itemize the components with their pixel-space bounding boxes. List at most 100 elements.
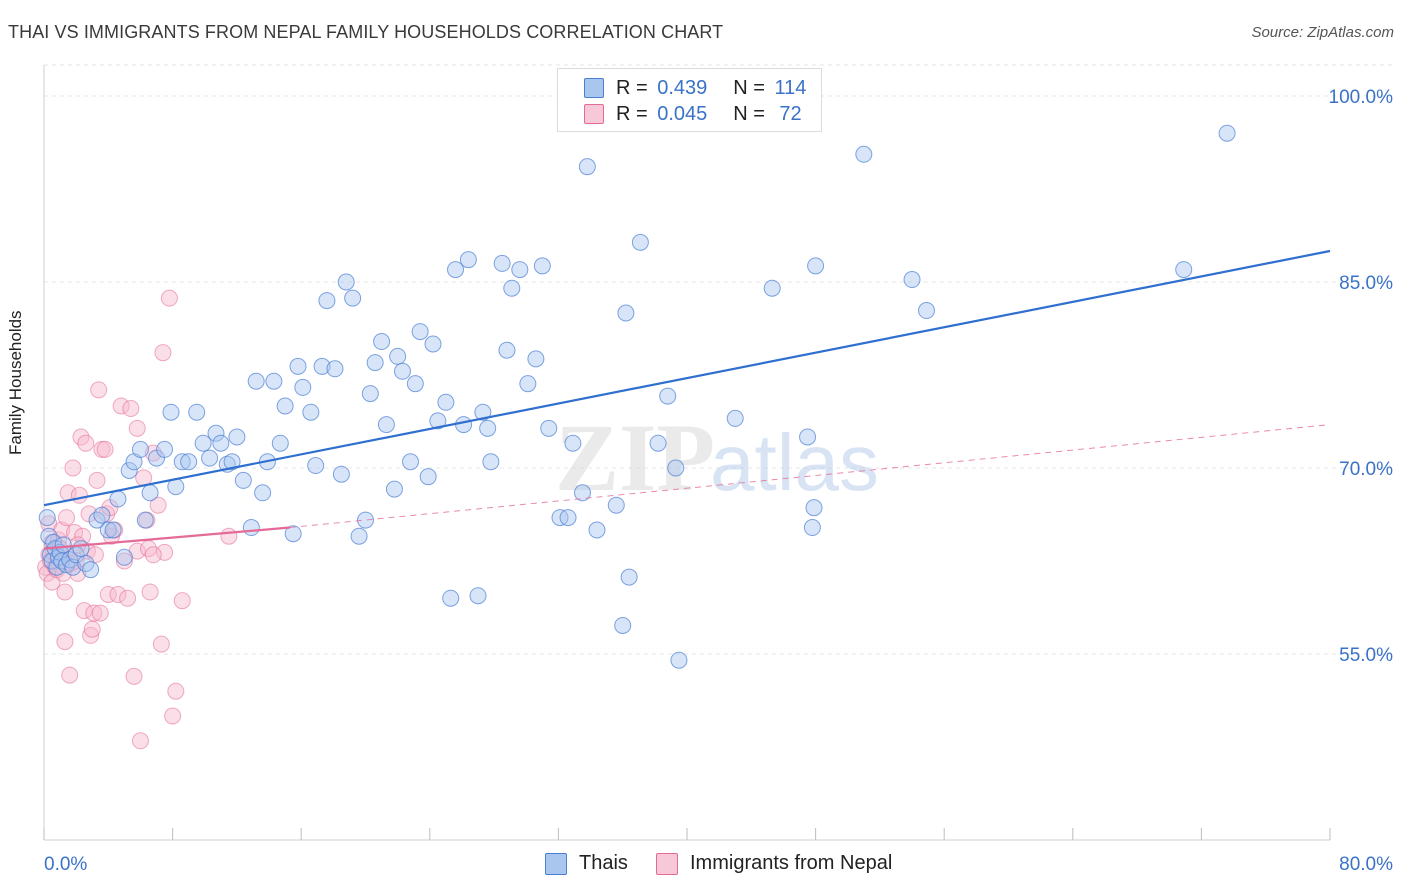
thais-point [385,480,403,498]
nepal-point [149,496,167,514]
legend-label-nepal: Immigrants from Nepal [690,852,893,874]
thais-point [803,519,821,537]
thais-point [326,360,344,378]
nepal-point [164,707,182,725]
n-label: N = [733,76,765,99]
y-tick-label: 100.0% [1329,87,1394,108]
thais-point [99,521,117,539]
thais-point [578,158,596,176]
nepal-point [77,434,95,452]
thais-point [482,453,500,471]
nepal-point [144,546,162,564]
thais-point [437,393,455,411]
axes [43,65,1331,841]
thais-point [212,434,230,452]
thais-point [659,387,677,405]
thais-point [265,372,283,390]
thais-point [254,484,272,502]
nepal-point [83,620,101,638]
nepal-point [128,419,146,437]
tick-labels: 55.0% 70.0% 85.0% 100.0% 0.0% 80.0% [44,87,1393,875]
thais-point [294,378,312,396]
nepal-point [167,682,185,700]
thais-point [649,434,667,452]
thais-point [617,304,635,322]
thais-point [564,434,582,452]
thais-point [479,419,497,437]
nepal-point [125,667,143,685]
nepal-point [156,543,174,561]
thais-point [207,424,225,442]
nepal-point [152,635,170,653]
nepal-point [154,344,172,362]
source-label: Source: ZipAtlas.com [1251,24,1394,41]
thais-point [162,403,180,421]
r-label: R = [616,102,648,125]
thais-point [574,484,592,502]
n-value: 114 [774,76,807,99]
watermark: ZIP atlas [555,404,879,511]
nepal-point [115,552,133,570]
x-tick-label-max: 80.0% [1339,854,1393,875]
thais-point [533,257,551,275]
n-value: 72 [779,102,802,125]
nepal-point [131,732,149,750]
nepal-point [119,589,137,607]
thais-point [511,261,529,279]
thais-point [424,335,442,353]
thais-point [38,509,56,527]
nepal-point [56,633,74,651]
legend-swatch-nepal [584,104,604,124]
thais-point [201,449,219,467]
nepal-point [90,381,108,399]
thais-point [223,453,241,471]
thais-point [519,375,537,393]
watermark-atlas: atlas [710,418,879,507]
thais-point [173,453,191,471]
nepal-point [160,289,178,307]
thais-point [366,354,384,372]
y-axis-label: Family Households [6,310,25,455]
nepal-point [64,459,82,477]
r-value: 0.045 [657,102,708,125]
legend-item-nepal: Immigrants from Nepal [656,852,892,875]
thais-point [442,589,460,607]
thais-point [104,521,122,539]
nepal-point [109,585,127,603]
thais-point [271,434,289,452]
y-tick-label: 55.0% [1339,645,1393,666]
stats-legend: R = 0.439 N = 114 R = 0.045 N = 72 [557,68,822,132]
thais-point [136,511,154,529]
points-thais [38,124,1236,669]
nepal-point [144,444,162,462]
thais-point [903,271,921,289]
thais-point [498,341,516,359]
legend-label-thais: Thais [579,852,628,874]
thais-point [459,251,477,269]
legend-item-thais: Thais [545,852,628,875]
thais-point [120,461,138,479]
thais-point [377,416,395,434]
thais-point [180,453,198,471]
thais-point [234,471,252,489]
thais-point [344,289,362,307]
thais-point [115,548,133,566]
thais-point [93,506,111,524]
thais-point [799,428,817,446]
r-value: 0.439 [657,76,708,99]
thais-point [469,587,487,605]
nepal-trend-line [43,526,291,550]
thais-point [82,561,100,579]
thais-point [109,490,127,508]
gridlines [44,64,1392,655]
thais-point [631,233,649,251]
thais-point [447,261,465,279]
thais-point [276,397,294,415]
nepal-point [99,585,117,603]
thais-point [337,273,355,291]
thais-point [918,302,936,320]
points-nepal [37,289,238,750]
nepal-point [70,486,88,504]
nepal-point [220,527,238,545]
thais-point [429,412,447,430]
